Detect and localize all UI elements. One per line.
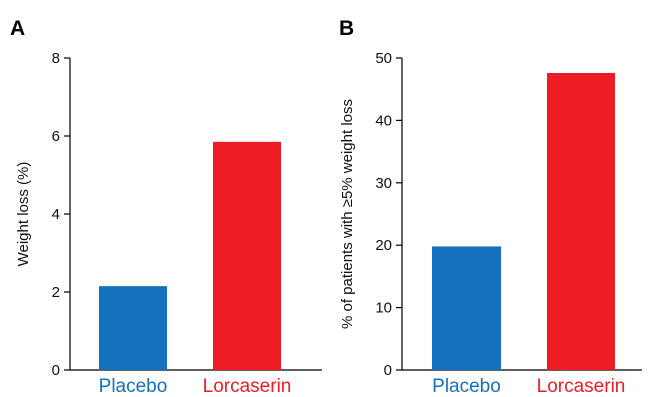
panel-b-y-tick-label: 10 bbox=[375, 300, 392, 317]
panel-a-y-tick-label: 0 bbox=[52, 362, 60, 379]
panel-b-y-tick-label: 40 bbox=[375, 112, 392, 129]
panel-a-y-tick-label: 6 bbox=[52, 128, 60, 145]
panel-b-category-label-lorcaserin: Lorcaserin bbox=[537, 376, 626, 397]
panel-b-responder-chart: B 0 10 20 30 40 50 % of patients with ≥5% weig… bbox=[339, 17, 642, 397]
panel-b-y-tick-label: 0 bbox=[384, 362, 392, 379]
panel-b-bar-placebo bbox=[432, 246, 501, 370]
panel-a-y-axis-label: Weight loss (%) bbox=[15, 162, 32, 267]
panel-a-weight-loss-chart: A 0 2 4 6 8 Weight loss (%) Placebo Lorcaserin bbox=[10, 17, 322, 397]
panel-a-category-label-placebo: Placebo bbox=[99, 376, 168, 397]
panel-b-y-tick-label: 30 bbox=[375, 175, 392, 192]
panel-b-bar-lorcaserin bbox=[547, 72, 615, 370]
panel-b-letter: B bbox=[339, 17, 354, 40]
panel-b-y-axis-label: % of patients with ≥5% weight loss bbox=[339, 99, 356, 329]
panel-a-y-tick-label: 4 bbox=[52, 206, 60, 223]
panel-a-y-tick-label: 8 bbox=[52, 50, 60, 67]
panel-a-letter: A bbox=[10, 17, 25, 40]
panel-b-y-tick-label: 20 bbox=[375, 237, 392, 254]
panel-b-y-tick-label: 50 bbox=[375, 50, 392, 67]
panel-a-category-label-lorcaserin: Lorcaserin bbox=[203, 376, 292, 397]
panel-a-y-tick-label: 2 bbox=[52, 284, 60, 301]
panel-b-category-label-placebo: Placebo bbox=[432, 376, 501, 397]
panel-a-bar-placebo bbox=[99, 286, 167, 370]
panel-a-bar-lorcaserin bbox=[213, 141, 281, 370]
